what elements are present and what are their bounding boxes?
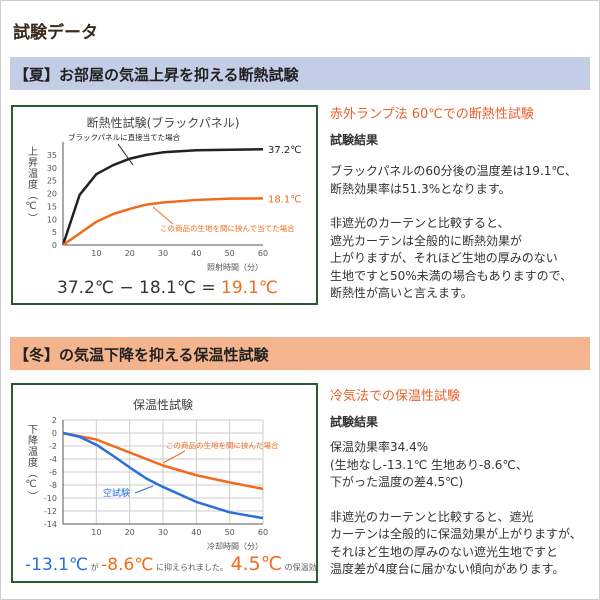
legend-leader (152, 206, 174, 225)
summary-part: に抑えられました。 (153, 562, 230, 572)
x-axis-label: 冷却時間（分） (207, 541, 263, 551)
y-tick-label: 20 (47, 190, 57, 199)
legend-leader (117, 143, 134, 166)
y-tick-label: 35 (47, 151, 57, 160)
y-tick-label: 10 (47, 215, 57, 224)
summary-part: 4.5℃ (231, 553, 283, 575)
x-tick-label: 30 (158, 249, 168, 258)
heat-retention-chart: 保温性試験 2 0 -2 -4 -6 -8 -10 -12 -14 10 20 30 40 50 60 冷却時間… (11, 383, 318, 583)
summary-part: -8.6℃ (101, 555, 153, 575)
summer-section-heading: 【夏】お部屋の気温上昇を抑える断熱試験 (10, 57, 590, 90)
x-tick-label: 10 (91, 528, 101, 537)
winter-description: 冷気法での保温性試験 試験結果 保温効果率34.4% (生地なし-13.1℃ 生… (330, 388, 596, 596)
chart-title: 保温性試験 (133, 397, 193, 412)
formula-part: 18.1℃ (139, 278, 196, 298)
series-end-label: 37.2℃ (268, 145, 302, 156)
insulation-chart: 断熱性試験(ブラックパネル) 0 5 10 15 20 25 30 35 10 20 30 40 50 60… (11, 105, 318, 305)
formula-part: = (196, 278, 221, 298)
winter-text-title: 冷気法での保温性試験 (330, 389, 461, 404)
summer-text-title: 赤外ランプ法 60℃での断熱性試験 (330, 107, 534, 122)
summer-paragraph: 非遮光のカーテンと比較すると、 遮光カーテンは全般的に断熱効果が 上がりますが、… (330, 216, 573, 300)
y-axis-label: 下降温度（℃） (25, 424, 37, 502)
y-tick-label: 0 (52, 429, 57, 438)
formula-part: 19.1℃ (221, 278, 278, 298)
summary-part: の保温効果 (282, 562, 316, 572)
summary-part: -13.1℃ (25, 555, 88, 575)
x-tick-label: 10 (91, 249, 101, 258)
winter-paragraph: 保温効果率34.4% (生地なし-13.1℃ 生地あり-8.6℃、 下がった温度… (330, 440, 528, 489)
x-tick-label: 60 (258, 528, 268, 537)
result-summary: -13.1℃ が -8.6℃ に抑えられました。 4.5℃ の保温効果 (25, 553, 316, 575)
x-tick-label: 50 (225, 528, 235, 537)
x-tick-label: 30 (158, 528, 168, 537)
y-tick-label: 15 (47, 202, 57, 211)
summer-result-label: 試験結果 (330, 132, 379, 147)
legend-label-fabric: この商品の生地を間に挟んだ場合 (166, 440, 279, 450)
legend-label-black-panel: ブラックパネルに直接当てた場合 (68, 132, 181, 142)
y-tick-label: 5 (52, 228, 57, 237)
y-tick-label: -8 (49, 481, 57, 490)
legend-leader (134, 485, 154, 494)
y-tick-label: 30 (47, 164, 57, 173)
x-tick-label: 20 (125, 249, 135, 258)
summary-part: が (88, 562, 101, 572)
chart-title: 断熱性試験(ブラックパネル) (87, 115, 240, 130)
legend-label-blank-test: 空試験 (103, 487, 130, 499)
legend-leader (162, 450, 186, 464)
result-formula: 37.2℃ − 18.1℃ = 19.1℃ (57, 278, 278, 298)
winter-section-heading: 【冬】の気温下降を抑える保温性試験 (10, 337, 590, 370)
y-tick-label: -10 (44, 494, 57, 503)
x-tick-label: 20 (125, 528, 135, 537)
y-tick-label: 2 (52, 416, 57, 425)
legend-label-fabric: この商品の生地を間に挟んで当てた場合 (160, 223, 295, 233)
x-tick-label: 40 (191, 249, 201, 258)
y-axis-label: 上昇温度（℃） (25, 146, 37, 224)
formula-part: 37.2℃ (57, 278, 114, 298)
x-tick-label: 50 (225, 249, 235, 258)
y-tick-label: -4 (49, 455, 57, 464)
y-tick-label: -14 (44, 520, 57, 529)
summer-paragraph: ブラックパネルの60分後の温度差は19.1℃、 断熱効果率は51.3%となります… (330, 164, 577, 196)
y-tick-label: 0 (52, 241, 57, 250)
x-axis-label: 照射時間（分） (207, 262, 263, 272)
formula-part: − (114, 278, 139, 298)
x-tick-label: 60 (258, 249, 268, 258)
series-line (62, 197, 264, 247)
summer-description: 赤外ランプ法 60℃での断熱性試験 試験結果 ブラックパネルの60分後の温度差は… (330, 106, 596, 320)
y-tick-label: -12 (44, 507, 57, 516)
series-line (61, 147, 264, 246)
insulation-chart-svg: 断熱性試験(ブラックパネル) 0 5 10 15 20 25 30 35 10 20 30 40 50 60… (25, 115, 302, 298)
series-line (62, 431, 264, 520)
winter-result-label: 試験結果 (330, 414, 379, 429)
series-line (62, 431, 264, 491)
series-end-label: 18.1℃ (268, 194, 302, 205)
y-tick-label: -6 (49, 468, 57, 477)
x-tick-label: 40 (191, 528, 201, 537)
y-tick-label: 25 (47, 177, 57, 186)
page-title: 試験データ (13, 23, 98, 43)
y-tick-label: -2 (49, 442, 57, 451)
winter-paragraph: 非遮光のカーテンと比較すると、遮光 カーテンは全般的に保温効果が上がりますが、 … (330, 509, 582, 577)
